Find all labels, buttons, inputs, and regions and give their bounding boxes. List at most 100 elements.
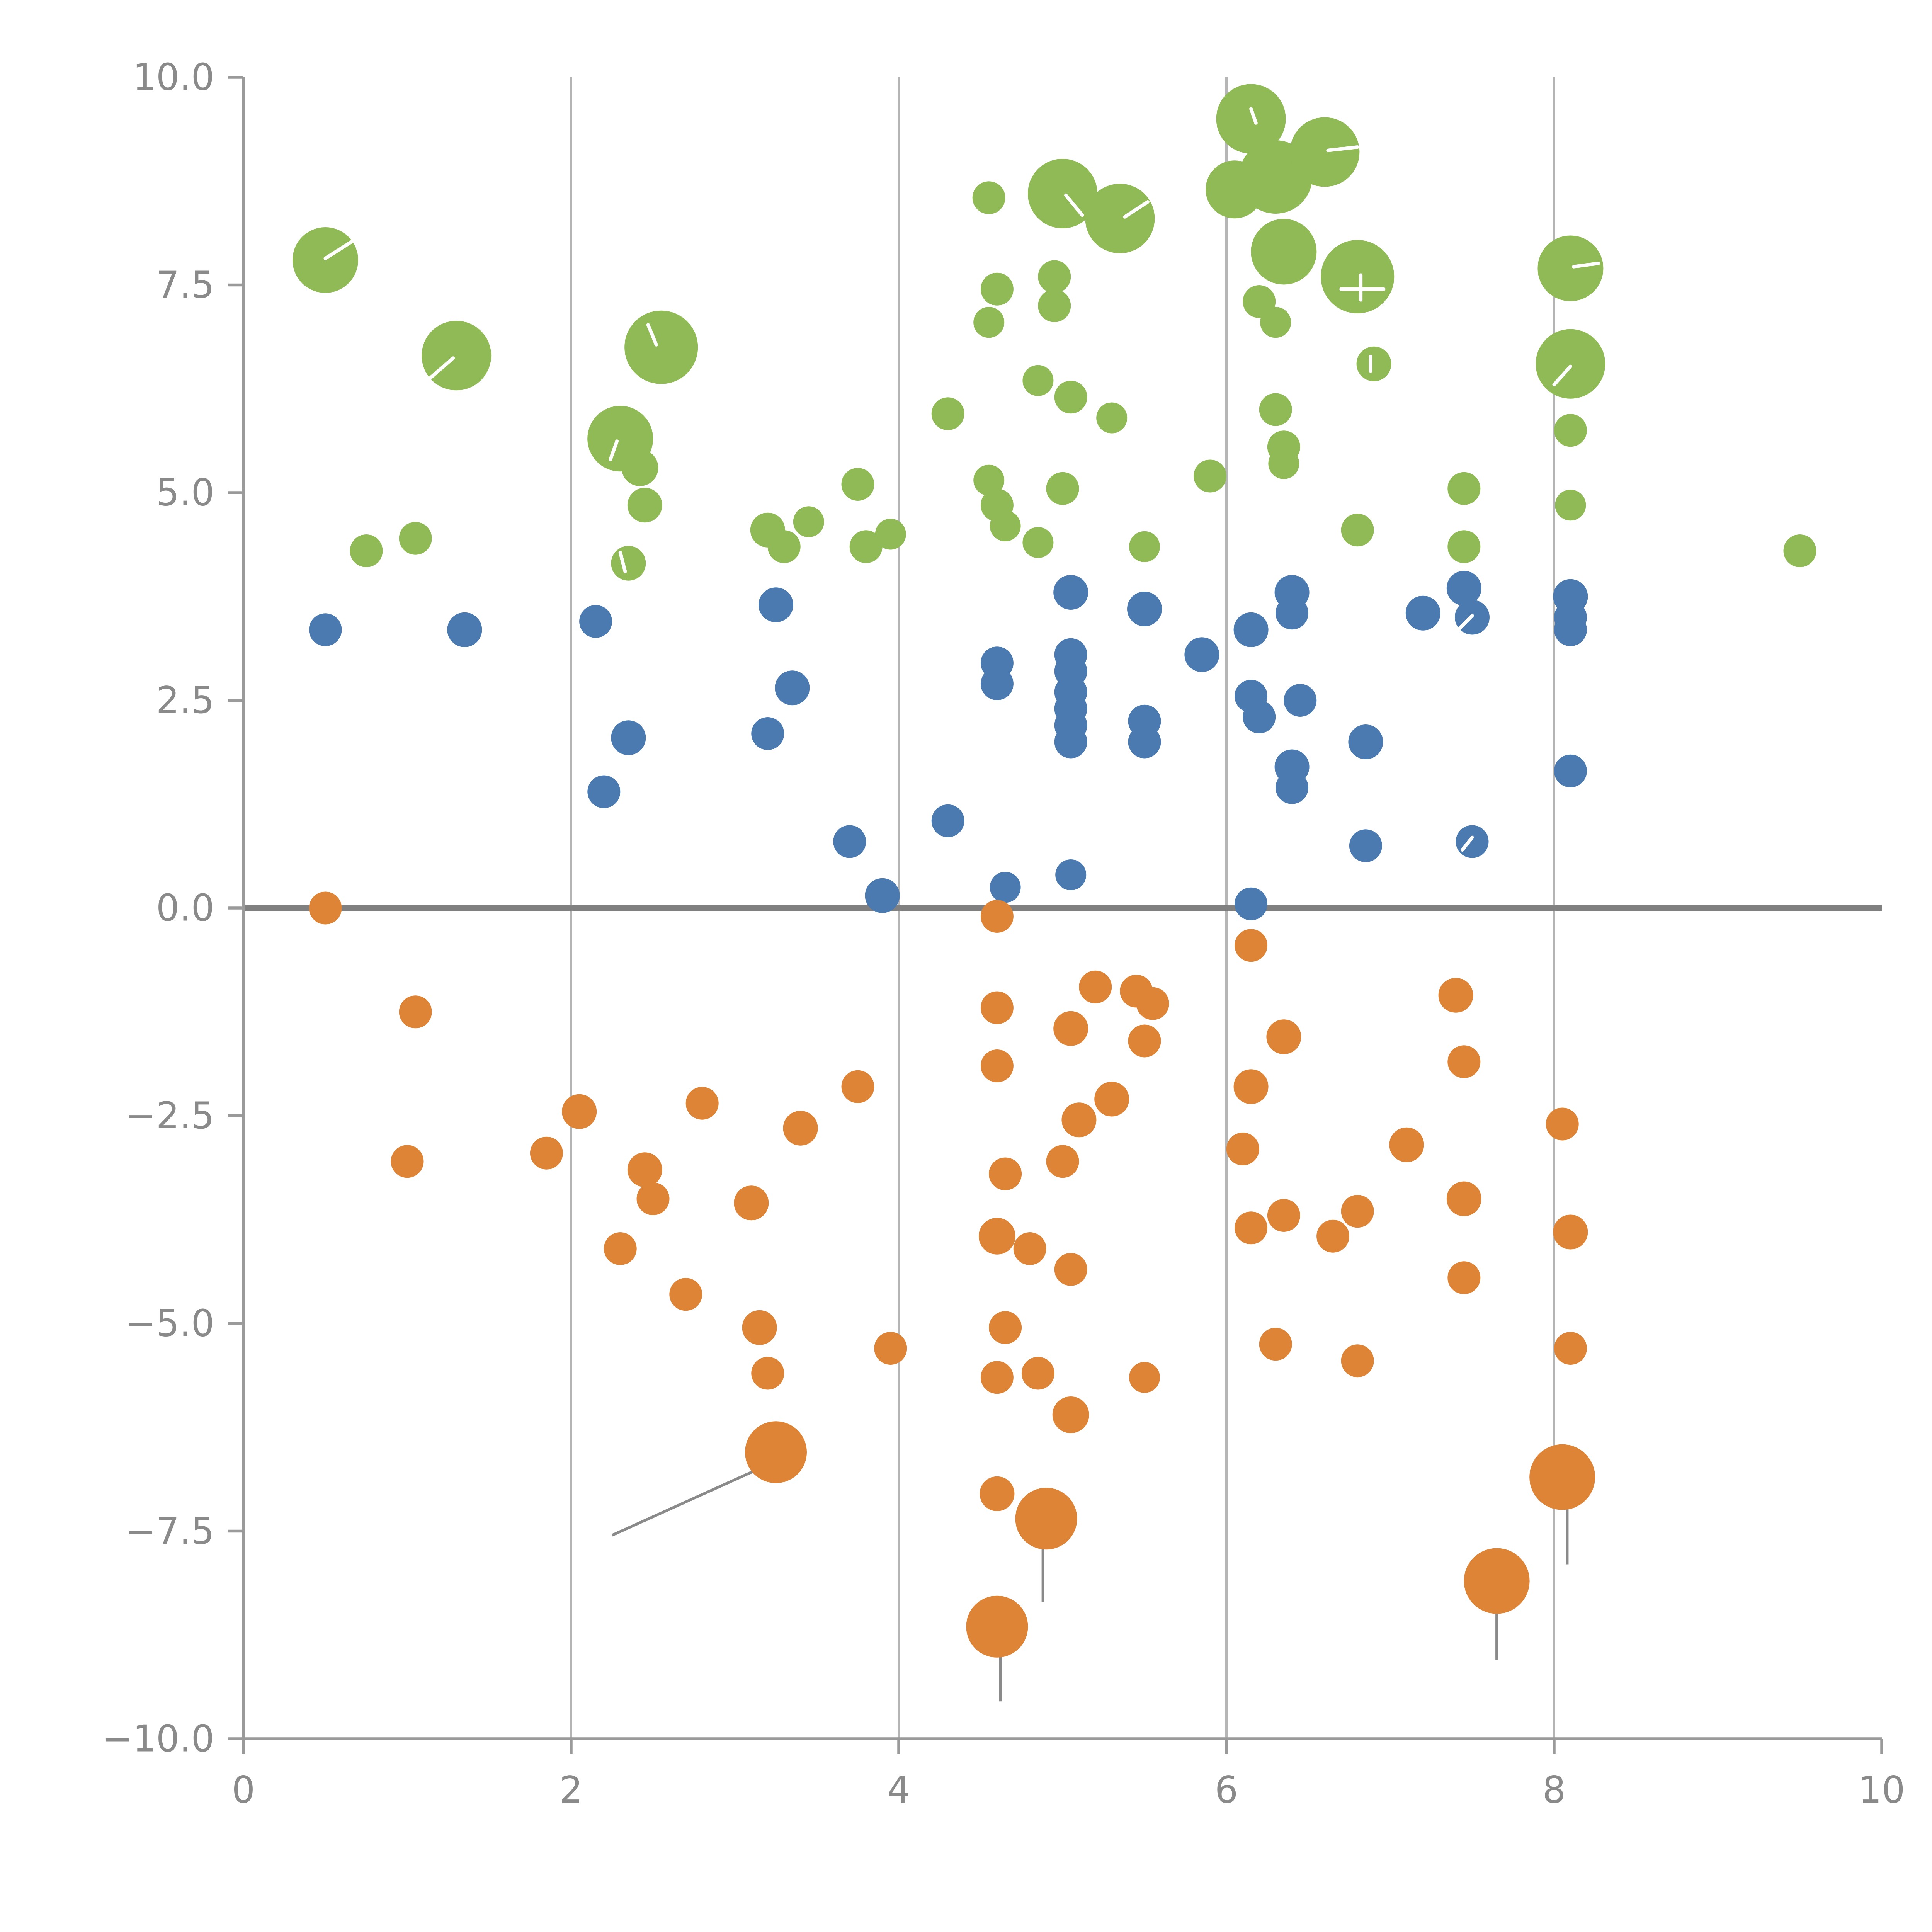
- data-point-green: [1555, 490, 1586, 521]
- data-point-green: [611, 546, 646, 581]
- data-point-orange: [1464, 1548, 1530, 1614]
- data-point-blue: [1128, 725, 1161, 759]
- data-point-orange: [989, 1311, 1022, 1344]
- data-point-blue: [1054, 725, 1087, 759]
- data-point-green: [849, 530, 883, 563]
- data-point-green: [399, 522, 432, 555]
- data-point-blue: [1127, 592, 1162, 626]
- data-point-blue: [1349, 829, 1382, 862]
- data-point-green: [1194, 459, 1227, 493]
- data-point-blue: [1243, 701, 1276, 733]
- data-point-blue: [447, 612, 482, 647]
- white-tick-mark: [618, 551, 627, 573]
- white-tick-mark: [1326, 145, 1359, 152]
- white-tick-mark: [1123, 200, 1150, 219]
- data-point-orange: [1226, 1133, 1259, 1165]
- data-point-orange: [1341, 1195, 1374, 1228]
- data-point-blue: [990, 872, 1021, 903]
- data-point-green: [1447, 530, 1481, 563]
- data-point-orange: [734, 1185, 769, 1221]
- white-tick-mark: [646, 323, 658, 347]
- white-tick-mark: [428, 356, 455, 380]
- data-point-orange: [1021, 1357, 1054, 1390]
- white-tick-mark: [1454, 614, 1474, 634]
- white-tick-mark: [609, 439, 619, 461]
- y-tick-label: 2.5: [156, 679, 214, 722]
- data-point-green: [1554, 414, 1587, 447]
- data-point-green: [621, 449, 658, 486]
- data-point-orange: [530, 1136, 563, 1170]
- data-point-blue: [1554, 754, 1587, 787]
- data-point-orange: [685, 1087, 719, 1120]
- data-point-orange: [978, 1218, 1015, 1255]
- data-point-orange: [1094, 1082, 1129, 1117]
- data-point-green: [1356, 346, 1391, 381]
- data-point-orange: [1446, 1181, 1481, 1216]
- data-point-orange: [627, 1152, 662, 1187]
- data-point-green: [767, 530, 801, 563]
- data-point-orange: [309, 891, 342, 925]
- data-point-green: [1054, 381, 1087, 414]
- data-point-blue: [1276, 771, 1309, 804]
- data-point-orange: [1128, 1024, 1161, 1058]
- white-tick-mark: [1552, 364, 1572, 387]
- annotation-line: [611, 1465, 765, 1537]
- data-point-green: [990, 510, 1021, 541]
- data-point-green: [793, 506, 824, 537]
- data-point-orange: [1554, 1332, 1587, 1365]
- data-point-orange: [1015, 1488, 1077, 1550]
- x-tick-label: 0: [232, 1769, 255, 1811]
- data-point-green: [422, 321, 492, 391]
- y-tick-label: −10.0: [102, 1718, 214, 1760]
- data-point-orange: [980, 1361, 1014, 1394]
- data-point-blue: [1276, 597, 1309, 630]
- data-point-orange: [1259, 1328, 1292, 1361]
- y-tick-label: −7.5: [125, 1510, 214, 1553]
- data-point-green: [1038, 289, 1071, 322]
- x-tick-label: 4: [887, 1769, 910, 1811]
- data-point-blue: [1184, 637, 1219, 672]
- data-point-orange: [1046, 1145, 1079, 1178]
- data-point-green: [1251, 219, 1317, 285]
- data-point-green: [1290, 117, 1360, 187]
- data-point-orange: [745, 1421, 807, 1483]
- white-tick-mark: [1064, 193, 1084, 217]
- data-point-blue: [1348, 724, 1383, 759]
- data-point-green: [1268, 448, 1299, 479]
- x-tick-label: 10: [1859, 1769, 1905, 1811]
- data-point-orange: [980, 1476, 1015, 1511]
- data-point-blue: [1456, 825, 1489, 858]
- data-point-orange: [1079, 970, 1112, 1003]
- data-point-orange: [1529, 1444, 1595, 1510]
- data-point-orange: [742, 1310, 777, 1345]
- data-point-green: [1046, 472, 1079, 505]
- y-tick-label: 7.5: [156, 264, 214, 306]
- data-point-blue: [980, 667, 1014, 700]
- data-point-green: [973, 464, 1005, 496]
- data-point-orange: [604, 1232, 637, 1265]
- data-point-blue: [587, 775, 621, 808]
- data-point-orange: [1233, 1069, 1269, 1104]
- data-point-orange: [562, 1094, 597, 1129]
- data-point-orange: [980, 900, 1014, 933]
- data-point-orange: [1447, 1045, 1481, 1078]
- data-point-orange: [1061, 1102, 1097, 1138]
- data-point-green: [1260, 307, 1291, 338]
- data-point-green: [1022, 365, 1054, 396]
- data-point-blue: [1405, 595, 1440, 631]
- data-point-orange: [1266, 1019, 1301, 1054]
- data-point-orange: [874, 1332, 907, 1365]
- data-point-blue: [579, 605, 612, 638]
- data-point-orange: [1389, 1127, 1424, 1162]
- data-point-green: [1022, 527, 1054, 558]
- y-tick-label: −2.5: [125, 1095, 214, 1137]
- data-point-blue: [309, 613, 342, 646]
- data-point-green: [973, 307, 1005, 338]
- data-point-green: [624, 310, 698, 384]
- data-point-green: [841, 468, 874, 501]
- y-tick-label: −5.0: [125, 1303, 214, 1345]
- data-point-green: [1321, 240, 1395, 313]
- data-point-orange: [1341, 1344, 1374, 1378]
